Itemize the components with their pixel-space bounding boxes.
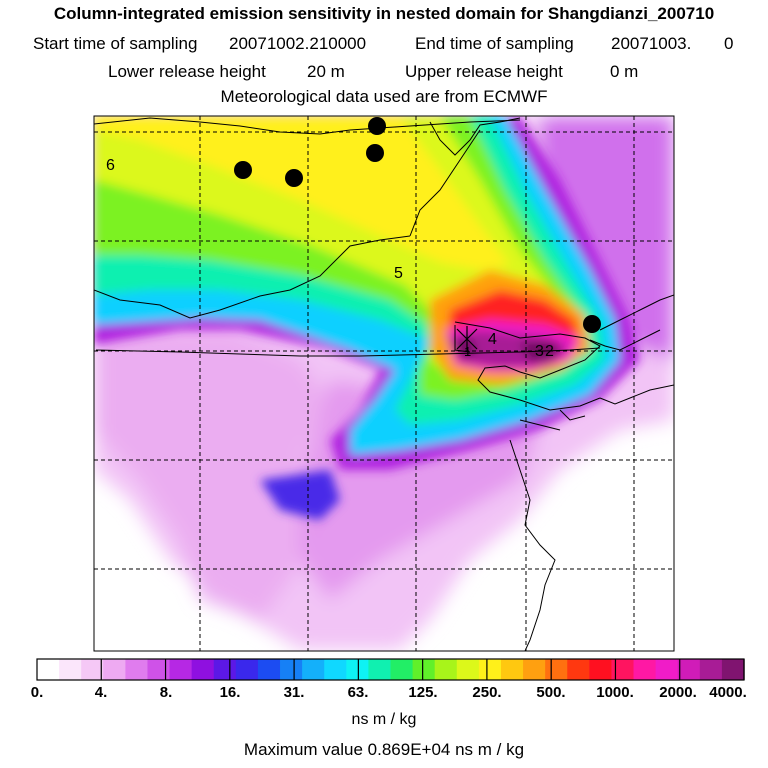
border-line (599, 294, 674, 331)
colorbar-segment (59, 659, 82, 680)
colorbar-segment (677, 659, 701, 680)
colorbar-segment (412, 659, 436, 680)
colorbar-tick-label: 500. (536, 684, 566, 701)
trajectory-dot (583, 315, 601, 333)
trajectory-dot (366, 144, 384, 162)
start-time-label: Start time of sampling (33, 34, 198, 53)
colorbar-segment (611, 659, 635, 680)
colorbar-segment (523, 659, 546, 680)
colorbar-segment (589, 659, 613, 680)
upper-release-label: Upper release height (405, 62, 563, 81)
day-marker-1: 1 (464, 344, 471, 359)
coastline (509, 439, 556, 651)
day-marker-6: 6 (106, 157, 115, 174)
border-line (409, 129, 481, 237)
coastline (454, 321, 601, 411)
colorbar-segment (368, 659, 392, 680)
start-time-value: 20071002.210000 (229, 34, 367, 53)
sensitivity-field (94, 116, 674, 651)
end-time-suffix: 0 (724, 34, 734, 53)
station-marker (456, 326, 478, 352)
colorbar-tick-label: 125. (408, 684, 438, 701)
colorbar-segment (235, 659, 259, 680)
colorbar-segment (169, 659, 193, 680)
colorbar-segment (478, 659, 502, 680)
colorbar-segment (257, 659, 281, 680)
colorbar-tick-label: 63. (347, 684, 369, 701)
lower-release-label: Lower release height (108, 62, 266, 81)
colorbar-segment (81, 659, 104, 680)
day-marker-4: 4 (488, 331, 497, 348)
lower-release-value: 20 m (307, 62, 345, 81)
colorbar-tick-label: 8. (159, 684, 173, 701)
colorbar-segment (721, 659, 745, 680)
end-time-label: End time of sampling (415, 34, 574, 53)
colorbar (37, 659, 745, 680)
colorbar-segment (147, 659, 171, 680)
trajectory-dot (285, 169, 303, 187)
colorbar-segment (346, 659, 369, 680)
colorbar-ticks (100, 659, 745, 680)
coastline (599, 384, 674, 405)
trajectory-points (234, 117, 601, 333)
border-line (429, 117, 521, 156)
colorbar-segment (37, 659, 60, 680)
colorbar-segment (191, 659, 215, 680)
colorbar-segment (567, 659, 590, 680)
maximum-value: Maximum value 0.869E+04 ns m / kg (243, 740, 525, 759)
colorbar-tick-label: 1000. (596, 684, 634, 701)
met-data-note: Meteorological data used are from ECMWF (220, 87, 548, 106)
border-line (589, 329, 661, 351)
day-marker-3: 3 (535, 343, 544, 360)
colorbar-segment (655, 659, 679, 680)
colorbar-tick-label: 4000. (709, 684, 747, 701)
colorbar-segment (103, 659, 126, 680)
coastline (559, 409, 586, 421)
trajectory-dot (368, 117, 386, 135)
colorbar-segment (434, 659, 458, 680)
colorbar-tick-label: 16. (219, 684, 241, 701)
upper-release-value: 0 m (610, 62, 639, 81)
colorbar-tick-label: 4. (94, 684, 108, 701)
colorbar-units: ns m / kg (351, 711, 417, 728)
coastline (519, 419, 561, 431)
colorbar-segment (213, 659, 237, 680)
colorbar-segment (390, 659, 414, 680)
day-labels: 6 5 4 3 2 1 (106, 157, 554, 360)
colorbar-segment (125, 659, 149, 680)
border-line (95, 347, 601, 357)
colorbar-segment (699, 659, 723, 680)
plot-title: Column-integrated emission sensitivity i… (53, 4, 715, 23)
coastline-borders (94, 117, 674, 651)
day-marker-5: 5 (394, 265, 403, 282)
colorbar-segment (545, 659, 568, 680)
colorbar-segment (280, 659, 303, 680)
colorbar-segment (302, 659, 325, 680)
lat-lon-grid (94, 116, 674, 651)
colorbar-tick-label: 0. (30, 684, 44, 701)
colorbar-segment (500, 659, 524, 680)
trajectory-dot (234, 161, 252, 179)
colorbar-tick-label: 2000. (659, 684, 697, 701)
colorbar-tick-label: 31. (283, 684, 305, 701)
colorbar-segment (456, 659, 480, 680)
end-time-value: 20071003. (611, 34, 692, 53)
day-marker-2: 2 (545, 343, 554, 360)
map-frame (93, 115, 675, 652)
colorbar-segment (324, 659, 347, 680)
border-line (94, 235, 411, 319)
colorbar-tick-label: 250. (472, 684, 502, 701)
colorbar-segment (633, 659, 657, 680)
